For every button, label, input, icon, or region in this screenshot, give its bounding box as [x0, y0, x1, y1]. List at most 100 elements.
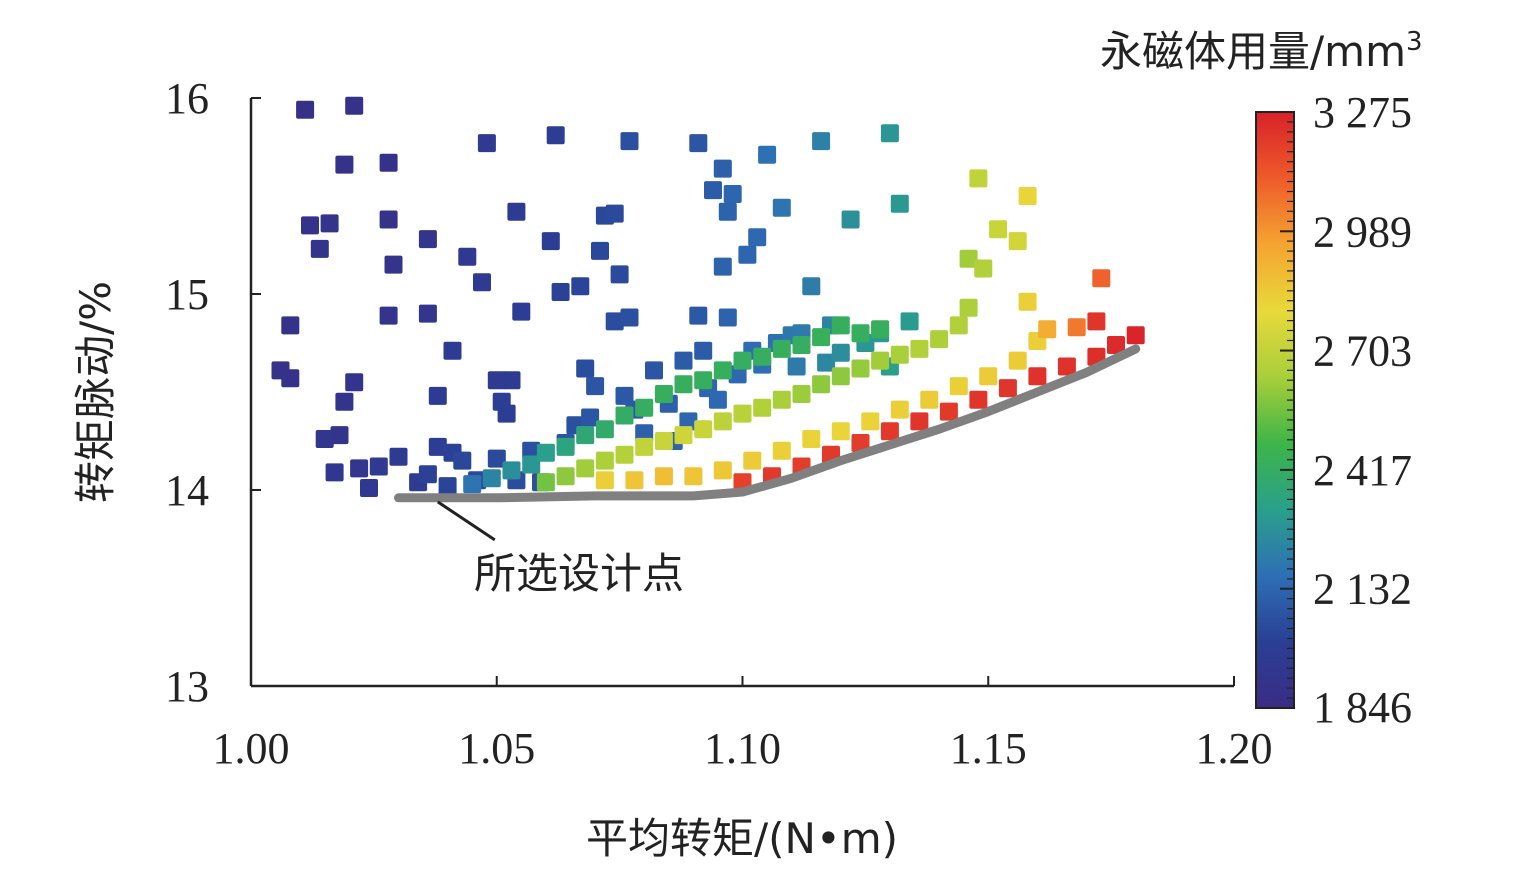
- scatter-point: [463, 475, 482, 494]
- scatter-point: [930, 330, 949, 349]
- scatter-point: [772, 198, 791, 217]
- scatter-points: [271, 96, 1145, 497]
- x-tick-label: 1.10: [704, 724, 781, 773]
- scatter-point: [536, 443, 555, 462]
- scatter-point: [880, 124, 899, 143]
- scatter-point: [576, 359, 595, 378]
- scatter-point: [841, 210, 860, 229]
- scatter-point: [301, 216, 319, 235]
- scatter-point: [674, 351, 693, 370]
- scatter-point: [979, 367, 998, 386]
- y-tick-label: 16: [165, 74, 209, 123]
- scatter-point: [551, 283, 570, 301]
- scatter-point: [890, 345, 909, 364]
- scatter-point: [571, 277, 590, 296]
- scatter-point: [743, 451, 762, 470]
- scatter-point: [851, 359, 870, 378]
- scatter-point: [595, 451, 614, 470]
- scatter-point: [428, 386, 447, 405]
- scatter-point: [831, 367, 850, 386]
- colorbar-tick-label: 2 417: [1313, 446, 1412, 495]
- scatter-point: [708, 390, 727, 409]
- x-axis-ticks: 1.00 1.05 1.10 1.15 1.20: [213, 676, 1273, 773]
- scatter-point: [379, 210, 398, 229]
- scatter-point: [753, 347, 772, 366]
- scatter-point: [1008, 351, 1027, 370]
- scatter-point: [802, 430, 821, 448]
- scatter-point: [910, 339, 929, 358]
- scatter-point: [871, 320, 890, 339]
- colorbar-tick-label: 2 703: [1313, 327, 1412, 376]
- scatter-point: [1008, 232, 1027, 251]
- scatter-point: [989, 220, 1008, 239]
- scatter-point: [345, 96, 364, 115]
- scatter-point: [645, 361, 663, 380]
- scatter-point: [1038, 320, 1057, 339]
- scatter-point: [871, 351, 890, 370]
- scatter-point: [591, 241, 609, 260]
- scatter-point: [689, 306, 708, 325]
- scatter-point: [635, 398, 654, 417]
- scatter-point: [792, 385, 811, 403]
- scatter-point: [969, 390, 988, 409]
- x-tick-label: 1.00: [213, 724, 290, 773]
- scatter-point: [689, 134, 708, 153]
- scatter-point: [635, 437, 654, 456]
- scatter-point: [384, 255, 403, 274]
- scatter-point: [733, 404, 752, 423]
- scatter-point: [389, 447, 408, 466]
- scatter-point: [502, 461, 521, 480]
- scatter-point: [939, 402, 958, 421]
- scatter-point: [1087, 312, 1106, 331]
- colorbar: 3 275 2 989 2 703 2 417 2 132 1 846 永磁体用量/mm3: [1100, 27, 1423, 732]
- scatter-point: [522, 455, 541, 474]
- y-axis-title: 转矩脉动/%: [71, 281, 120, 503]
- scatter-point: [1067, 318, 1086, 337]
- scatter-point: [713, 361, 732, 380]
- scatter-point: [482, 469, 501, 488]
- scatter-point: [487, 449, 506, 468]
- scatter-point: [335, 392, 354, 411]
- scatter-point: [772, 339, 791, 358]
- scatter-point: [595, 471, 614, 490]
- x-tick-label: 1.05: [458, 724, 535, 773]
- scatter-point: [654, 385, 673, 403]
- scatter-point: [576, 459, 595, 478]
- scatter-point: [1092, 269, 1111, 288]
- scatter-point: [802, 277, 821, 296]
- scatter-point: [620, 308, 639, 327]
- x-tick-label: 1.15: [950, 724, 1027, 773]
- scatter-point: [674, 426, 693, 445]
- scatter-point: [974, 259, 993, 278]
- scatter-point: [458, 247, 477, 266]
- scatter-point: [546, 126, 565, 145]
- scatter-point: [310, 239, 329, 258]
- scatter-point: [379, 306, 398, 325]
- scatter-point: [605, 204, 624, 223]
- scatter-point: [443, 341, 462, 360]
- scatter-point: [418, 230, 437, 249]
- scatter-point: [576, 426, 595, 445]
- scatter-point: [792, 336, 811, 354]
- scatter-point: [694, 341, 713, 360]
- scatter-point: [772, 390, 791, 409]
- scatter-point: [473, 273, 491, 292]
- scatter-point: [713, 159, 732, 178]
- y-tick-label: 15: [165, 270, 209, 319]
- colorbar-tick-labels: 3 275 2 989 2 703 2 417 2 132 1 846: [1280, 88, 1412, 732]
- scatter-point: [536, 473, 555, 492]
- scatter-point: [350, 459, 369, 478]
- scatter-point: [487, 371, 506, 390]
- scatter-point: [335, 155, 354, 174]
- scatter-point: [502, 371, 521, 390]
- scatter-point: [453, 451, 472, 470]
- scatter-point: [772, 441, 791, 460]
- scatter-point: [718, 308, 737, 327]
- scatter-point: [880, 422, 899, 441]
- x-tick-label: 1.20: [1196, 724, 1273, 773]
- scatter-point: [949, 316, 968, 335]
- scatter-point: [728, 365, 747, 384]
- scatter-point: [817, 353, 836, 372]
- scatter-point: [920, 390, 939, 409]
